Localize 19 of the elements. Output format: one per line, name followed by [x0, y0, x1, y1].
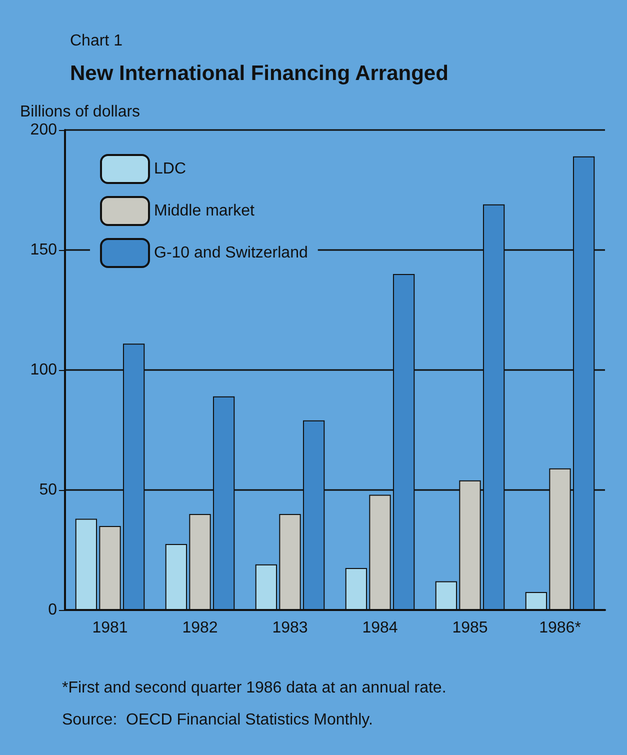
legend-label: G-10 and Switzerland: [154, 244, 308, 262]
source-note: Source: OECD Financial Statistics Monthly.: [62, 712, 373, 728]
y-tick-label: 0: [48, 602, 58, 618]
text: *First and second quarter 1986 data at an annual rate.: [62, 680, 446, 696]
x-tick-label: 1984: [362, 620, 398, 636]
x-tick-label: 1983: [272, 620, 308, 636]
x-tick-label: 1982: [182, 620, 218, 636]
y-tick-label: 150: [30, 242, 58, 258]
y-tick-label: 200: [30, 122, 58, 138]
x-tick-label: 1985: [452, 620, 488, 636]
legend-label: Middle market: [154, 202, 256, 220]
chart-subtitle: Chart 1: [70, 32, 123, 50]
legend-label: LDC: [154, 160, 186, 178]
x-tick-label: 1986*: [539, 620, 581, 636]
x-tick-label: 1981: [92, 620, 128, 636]
y-tick-label: 50: [39, 482, 58, 498]
y-tick-label: 100: [30, 362, 58, 378]
y-axis-title: Billions of dollars: [20, 104, 140, 120]
chart-title: New International Financing Arranged: [70, 62, 448, 85]
